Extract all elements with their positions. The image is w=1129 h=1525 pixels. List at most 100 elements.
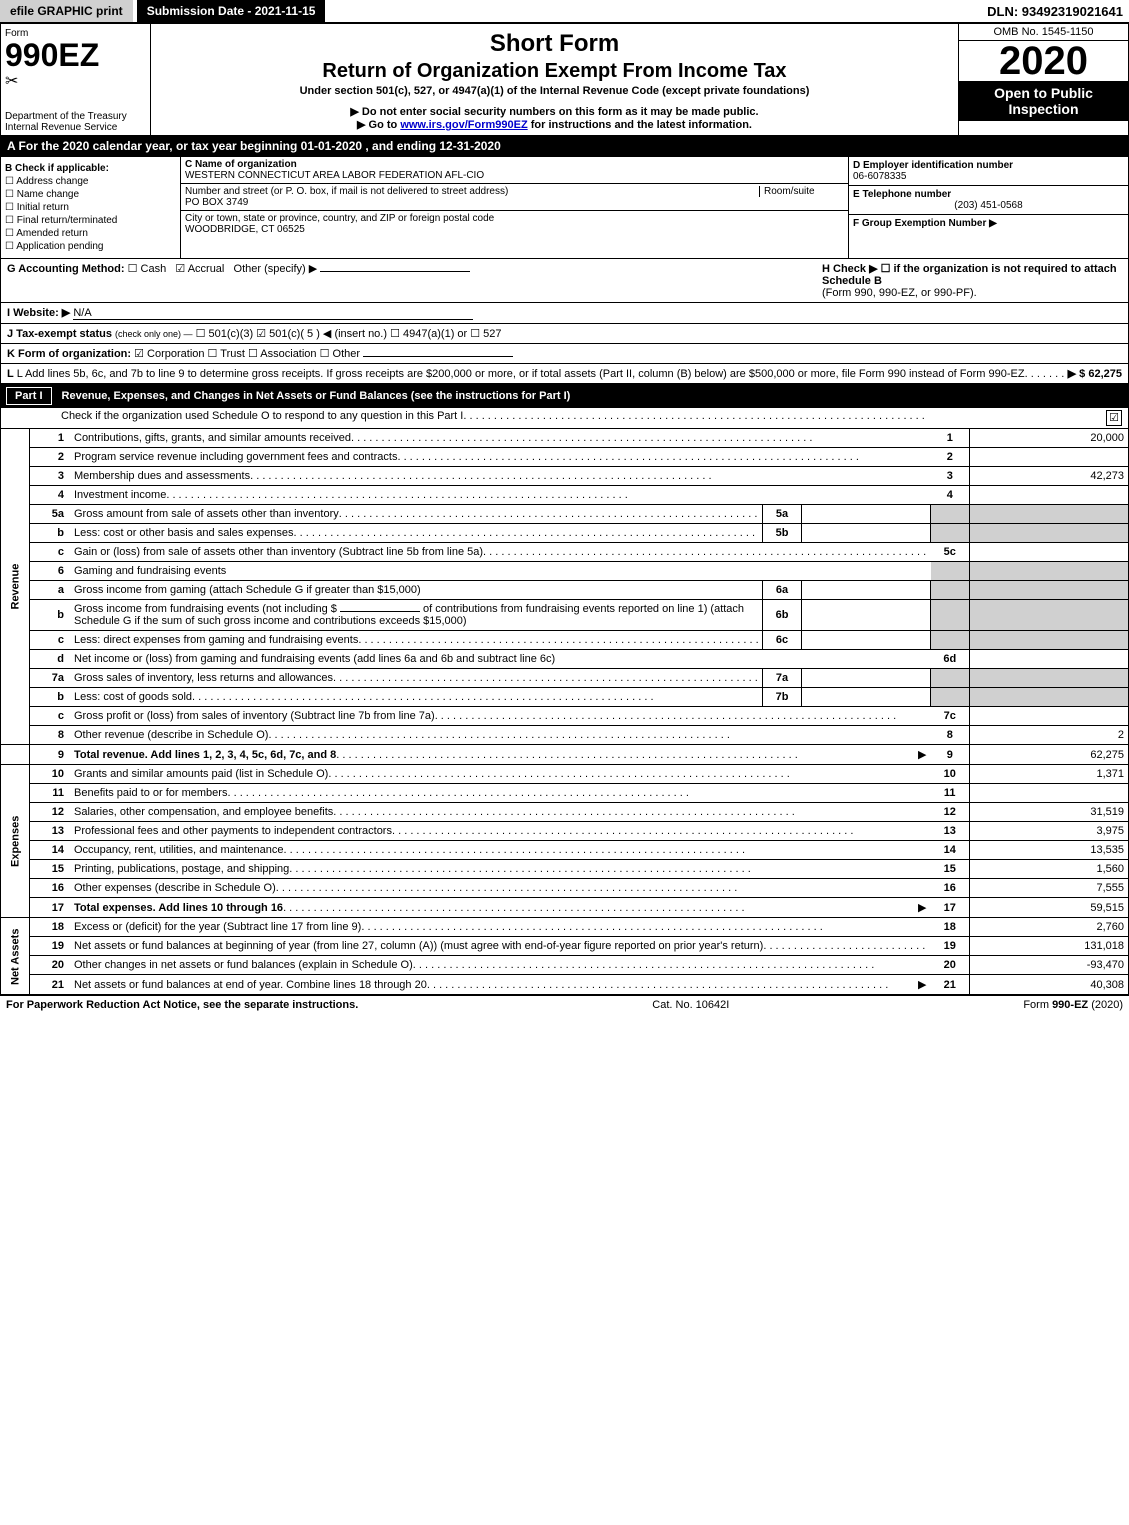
chk-name-change[interactable]: Name change	[5, 189, 176, 200]
line-2-val	[970, 448, 1129, 467]
line-5c-no: c	[30, 543, 71, 562]
page-footer: For Paperwork Reduction Act Notice, see …	[0, 995, 1129, 1014]
line-4-desc: Investment income	[74, 489, 166, 501]
chk-final-return[interactable]: Final return/terminated	[5, 215, 176, 226]
line-4-col: 4	[931, 486, 970, 505]
box-h-label: H Check ▶ ☐ if the organization is not r…	[822, 262, 1122, 287]
part-1-title: Revenue, Expenses, and Changes in Net As…	[62, 390, 571, 402]
line-9-desc: Total revenue. Add lines 1, 2, 3, 4, 5c,…	[74, 749, 336, 761]
efile-print-button[interactable]: efile GRAPHIC print	[0, 0, 133, 22]
line-6-desc: Gaming and fundraising events	[70, 562, 931, 581]
box-k-opts[interactable]: ☑ Corporation ☐ Trust ☐ Association ☐ Ot…	[134, 348, 360, 360]
chk-address-change[interactable]: Address change	[5, 176, 176, 187]
box-c-name-label: C Name of organization	[185, 159, 297, 170]
dln-label: DLN: 93492319021641	[987, 4, 1129, 19]
line-20-desc: Other changes in net assets or fund bala…	[74, 959, 413, 971]
line-5a-desc: Gross amount from sale of assets other t…	[74, 508, 339, 520]
line-5b-desc: Less: cost or other basis and sales expe…	[74, 527, 294, 539]
part-1-table: Revenue 1 Contributions, gifts, grants, …	[0, 429, 1129, 995]
chk-accrual[interactable]: ☑ Accrual	[175, 263, 224, 275]
line-15-col: 15	[931, 860, 970, 879]
line-7b-desc: Less: cost of goods sold	[74, 691, 192, 703]
check-o-box[interactable]: ☑	[1106, 410, 1122, 426]
line-18-desc: Excess or (deficit) for the year (Subtra…	[74, 921, 361, 933]
chk-application-pending[interactable]: Application pending	[5, 241, 176, 252]
line-8-no: 8	[30, 726, 71, 745]
line-12-desc: Salaries, other compensation, and employ…	[74, 806, 333, 818]
irs-link[interactable]: www.irs.gov/Form990EZ	[400, 119, 527, 131]
line-14-no: 14	[30, 841, 71, 860]
line-4-val	[970, 486, 1129, 505]
line-3-desc: Membership dues and assessments	[74, 470, 250, 482]
footer-right: Form 990-EZ (2020)	[1023, 999, 1123, 1011]
part-1-label: Part I	[6, 387, 52, 405]
line-3-col: 3	[931, 467, 970, 486]
expenses-side-label: Expenses	[1, 765, 30, 918]
line-6c-mid: 6c	[763, 631, 802, 650]
line-6b-desc1: Gross income from fundraising events (no…	[74, 603, 337, 615]
line-12-no: 12	[30, 803, 71, 822]
line-16-no: 16	[30, 879, 71, 898]
line-9-val: 62,275	[970, 745, 1129, 765]
line-1-desc: Contributions, gifts, grants, and simila…	[74, 432, 351, 444]
line-6b-mid: 6b	[763, 600, 802, 631]
line-1-val: 20,000	[970, 429, 1129, 448]
chk-cash[interactable]: ☐ Cash	[128, 263, 167, 275]
line-15-no: 15	[30, 860, 71, 879]
line-19-col: 19	[931, 937, 970, 956]
check-o-text: Check if the organization used Schedule …	[61, 410, 463, 422]
line-10-no: 10	[30, 765, 71, 784]
chk-amended-return[interactable]: Amended return	[5, 228, 176, 239]
chk-initial-return[interactable]: Initial return	[5, 202, 176, 213]
line-7b-no: b	[30, 688, 71, 707]
line-2-col: 2	[931, 448, 970, 467]
line-6d-no: d	[30, 650, 71, 669]
box-j-opts[interactable]: ☐ 501(c)(3) ☑ 501(c)( 5 ) ◀ (insert no.)…	[196, 328, 502, 340]
line-6c-no: c	[30, 631, 71, 650]
line-3-val: 42,273	[970, 467, 1129, 486]
title-return: Return of Organization Exempt From Incom…	[155, 60, 954, 83]
line-15-val: 1,560	[970, 860, 1129, 879]
line-7c-val	[970, 707, 1129, 726]
line-13-col: 13	[931, 822, 970, 841]
line-10-col: 10	[931, 765, 970, 784]
line-17-desc: Total expenses. Add lines 10 through 16	[74, 902, 283, 914]
ssn-note: ▶ Do not enter social security numbers o…	[155, 105, 954, 118]
line-6b-no: b	[30, 600, 71, 631]
line-19-desc: Net assets or fund balances at beginning…	[74, 940, 763, 952]
line-13-val: 3,975	[970, 822, 1129, 841]
line-5c-col: 5c	[931, 543, 970, 562]
line-6a-no: a	[30, 581, 71, 600]
org-name: WESTERN CONNECTICUT AREA LABOR FEDERATIO…	[185, 170, 484, 181]
period-row: A For the 2020 calendar year, or tax yea…	[0, 136, 1129, 157]
line-6a-desc: Gross income from gaming (attach Schedul…	[74, 584, 421, 596]
line-14-desc: Occupancy, rent, utilities, and maintena…	[74, 844, 284, 856]
line-7b-mid: 7b	[763, 688, 802, 707]
line-9-col: 9	[931, 745, 970, 765]
box-g-label: G Accounting Method:	[7, 263, 125, 275]
form-header: Form 990EZ ✂ Department of the Treasury …	[0, 23, 1129, 136]
line-17-val: 59,515	[970, 898, 1129, 918]
submission-date-button[interactable]: Submission Date - 2021-11-15	[137, 0, 326, 22]
box-l-value: ▶ $ 62,275	[1068, 367, 1122, 380]
netassets-side-label: Net Assets	[1, 918, 30, 995]
revenue-side-label: Revenue	[1, 429, 30, 745]
line-8-val: 2	[970, 726, 1129, 745]
line-1-col: 1	[931, 429, 970, 448]
line-12-col: 12	[931, 803, 970, 822]
chk-other-method[interactable]: Other (specify) ▶	[234, 263, 318, 275]
city-value: WOODBRIDGE, CT 06525	[185, 224, 305, 235]
box-d-label: D Employer identification number	[853, 160, 1124, 171]
line-3-no: 3	[30, 467, 71, 486]
line-18-no: 18	[30, 918, 71, 937]
line-8-col: 8	[931, 726, 970, 745]
phone-value: (203) 451-0568	[853, 200, 1124, 211]
line-6c-desc: Less: direct expenses from gaming and fu…	[74, 634, 358, 646]
line-7c-no: c	[30, 707, 71, 726]
line-5a-no: 5a	[30, 505, 71, 524]
line-6d-val	[970, 650, 1129, 669]
line-6a-mid: 6a	[763, 581, 802, 600]
line-5b-no: b	[30, 524, 71, 543]
line-16-col: 16	[931, 879, 970, 898]
room-label: Room/suite	[764, 186, 815, 197]
